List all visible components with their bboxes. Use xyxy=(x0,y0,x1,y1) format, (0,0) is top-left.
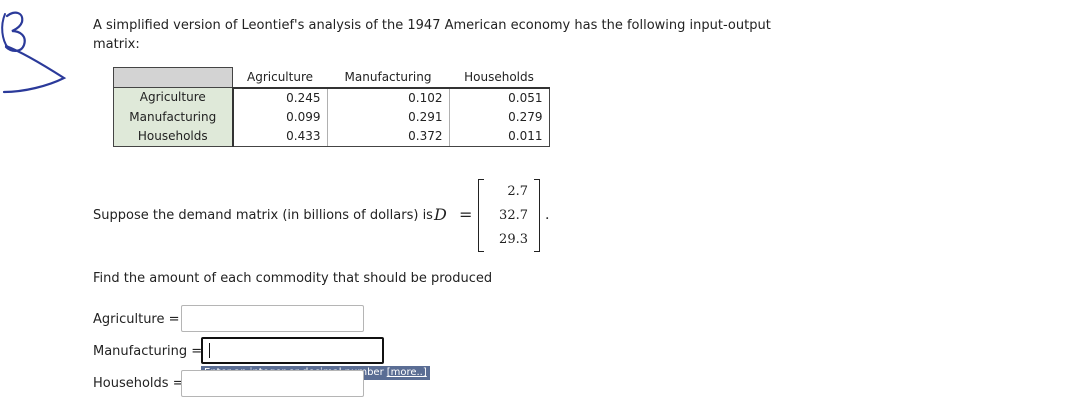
hint-more-link[interactable]: [more..] xyxy=(386,367,427,378)
demand-statement-text: Suppose the demand matrix (in billions o… xyxy=(93,208,433,223)
table-cell: 0.011 xyxy=(448,126,550,147)
demand-entry: 2.7 xyxy=(507,184,528,199)
table-cell: 0.291 xyxy=(326,107,450,127)
equals-sign: = xyxy=(459,205,473,224)
right-bracket xyxy=(534,179,540,252)
table-cell: 0.051 xyxy=(448,87,550,108)
table-row: Manufacturing 0.099 0.291 0.279 xyxy=(113,107,550,127)
sentence-period: . xyxy=(545,207,550,223)
instruction-text: Find the amount of each commodity that s… xyxy=(93,271,493,286)
row-header-manufacturing: Manufacturing xyxy=(113,107,234,127)
demand-entry: 29.3 xyxy=(499,232,528,247)
table-row: Agriculture 0.245 0.102 0.051 xyxy=(113,87,550,108)
demand-matrix: 2.7 32.7 29.3 xyxy=(478,179,540,252)
table-cell: 0.102 xyxy=(326,87,450,108)
agriculture-answer-label: Agriculture = xyxy=(93,312,180,327)
table-header-row: Agriculture Manufacturing Households xyxy=(113,67,549,89)
text-cursor xyxy=(209,343,210,358)
row-header-households: Households xyxy=(113,126,234,147)
row-header-agriculture: Agriculture xyxy=(113,87,234,108)
manufacturing-answer-label: Manufacturing = xyxy=(93,344,203,359)
handwritten-number-3-annotation xyxy=(1,11,67,94)
table-cell: 0.245 xyxy=(232,87,328,108)
problem-intro-text: A simplified version of Leontief's analy… xyxy=(93,18,771,52)
column-header-manufacturing: Manufacturing xyxy=(327,67,449,89)
manufacturing-answer-input[interactable] xyxy=(201,337,384,364)
input-output-matrix-table: Agriculture Manufacturing Households Agr… xyxy=(113,67,550,147)
agriculture-answer-input[interactable] xyxy=(181,305,364,332)
left-bracket xyxy=(478,179,484,252)
demand-entry: 32.7 xyxy=(499,208,528,223)
table-cell: 0.279 xyxy=(448,107,550,127)
column-header-agriculture: Agriculture xyxy=(232,67,327,89)
demand-symbol: D xyxy=(434,205,447,224)
table-row: Households 0.433 0.372 0.011 xyxy=(113,126,550,147)
table-cell: 0.099 xyxy=(232,107,328,127)
table-corner-cell xyxy=(113,67,233,88)
column-header-households: Households xyxy=(449,67,549,89)
table-cell: 0.433 xyxy=(232,126,328,147)
table-cell: 0.372 xyxy=(326,126,450,147)
households-answer-input[interactable] xyxy=(181,370,364,397)
households-answer-label: Households = xyxy=(93,376,184,391)
